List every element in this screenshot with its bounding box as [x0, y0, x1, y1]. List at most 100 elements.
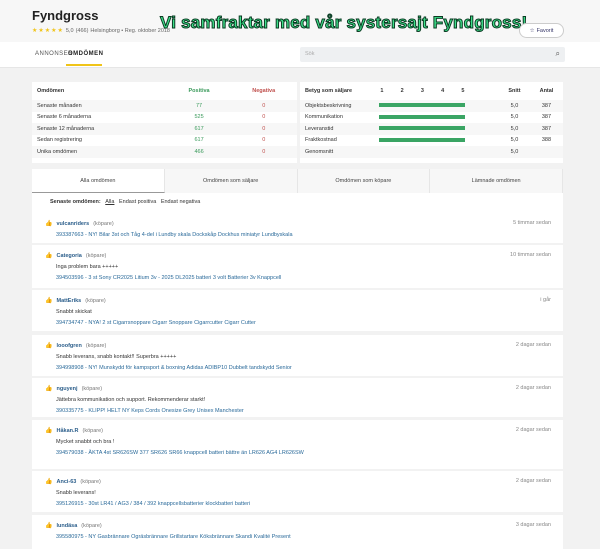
tab-buyer-reviews[interactable]: Omdömen som köpare: [298, 169, 431, 193]
review-text: Snabbt skickat: [56, 309, 92, 315]
search-placeholder: Sök: [305, 51, 315, 57]
summary-row: Senaste 12 månaderna 617 0: [32, 123, 297, 135]
thumbs-up-icon: 👍: [45, 479, 53, 485]
review-user[interactable]: looofgren: [56, 342, 82, 349]
thumbs-up-icon: 👍: [45, 253, 53, 259]
tab-omdomen[interactable]: OMDÖMEN: [68, 51, 104, 57]
review-item-link[interactable]: 394734747 - NYA! 2 st Cigarrsnoppare Cig…: [56, 320, 256, 326]
thumbs-up-icon: 👍: [45, 221, 53, 227]
shop-title: Fyndgross: [32, 8, 99, 23]
review-time: i går: [540, 297, 551, 303]
col-header: Omdömen: [37, 88, 65, 94]
review-item-link[interactable]: 393387663 - NY! Bilar 3st och Tåg 4-del …: [56, 232, 293, 238]
scale-tick: 4: [441, 88, 445, 94]
review-item: 👍 vulcanriders (köpare) 5 timmar sedan 39338…: [32, 213, 563, 243]
nav-bar: ANNONSER OMDÖMEN Sök ⌕: [0, 42, 600, 68]
summary-pos: 77: [167, 100, 231, 112]
review-item-link[interactable]: 390335775 - KLIPP! HELT NY Keps Cords On…: [56, 408, 244, 414]
scale-tick: 1: [380, 88, 384, 94]
seller-overall-row: Genomsnitt 5,0: [300, 146, 563, 158]
thumbs-up-icon: 👍: [45, 298, 53, 304]
review-role: (köpare): [85, 297, 106, 304]
filter-all[interactable]: Alla: [105, 199, 115, 205]
review-user[interactable]: vulcanriders: [56, 220, 90, 227]
summary-label: Unika omdömen: [32, 146, 168, 158]
rating-bar-cell: [379, 112, 499, 124]
criterion-label: Fraktkostnad: [305, 137, 337, 144]
rating-stars-icon: ★★★★★: [32, 28, 64, 34]
filter-label: Senaste omdömen:: [50, 199, 101, 205]
summary-label: Senaste 6 månaderna: [37, 114, 92, 121]
seller-row: Leveranstid 5,0 387: [300, 123, 563, 135]
review-header: 👍 Håkan.R (köpare): [45, 427, 103, 435]
review-user[interactable]: Anci-63: [56, 478, 77, 485]
review-time: 2 dagar sedan: [515, 427, 551, 433]
filter-negative[interactable]: Endast negativa: [160, 199, 201, 205]
review-item: 👍 lundäsa (köpare) 3 dagar sedan 395580975 -…: [32, 515, 563, 549]
rating-bar: [379, 114, 466, 119]
shop-header: Fyndgross ★★★★★ 5,0 (466) Helsingborg • …: [0, 0, 600, 42]
summary-row: Unika omdömen 466 0: [32, 146, 297, 158]
rating-count: 387: [529, 100, 563, 112]
tab-all-reviews[interactable]: Alla omdömen: [32, 169, 165, 193]
review-role: (köpare): [82, 427, 103, 434]
rating-count: 388: [541, 137, 552, 144]
review-text: Jättebra kommunikation och support. Reko…: [56, 397, 206, 403]
review-text: Snabb leverans, snabb kontakt!! Superbra…: [56, 354, 177, 360]
review-time: 3 dagar sedan: [515, 522, 551, 528]
rating-avg: 5,0: [499, 123, 530, 135]
review-user[interactable]: MattEriks: [56, 297, 82, 304]
seller-row: Kommunikation 5,0 387: [300, 112, 563, 124]
search-input[interactable]: Sök ⌕: [300, 47, 565, 62]
review-role: (köpare): [81, 522, 102, 529]
summary-label: Senaste 12 månaderna: [32, 123, 168, 135]
review-item-link[interactable]: 395580975 - NY Gasbrännare Ogräsbrännare…: [56, 534, 291, 540]
thumbs-up-icon: 👍: [45, 386, 53, 392]
filter-positive[interactable]: Endast positiva: [118, 199, 157, 205]
summary-pos: 525: [194, 114, 204, 121]
review-time: 2 dagar sedan: [515, 342, 551, 348]
review-user[interactable]: Håkan.R: [56, 427, 79, 434]
review-text: Mycket snabbt och bra !: [56, 439, 115, 445]
summary-table: Omdömen Positiva Negativa Senaste månaden 7…: [32, 82, 297, 163]
summary-neg: 0: [230, 100, 297, 112]
tab-annonser[interactable]: ANNONSER: [35, 51, 74, 57]
review-user[interactable]: nguyenj: [56, 385, 78, 392]
review-header: 👍 looofgren (köpare): [45, 342, 107, 350]
review-tabs: Alla omdömen Omdömen som säljare Omdömen…: [32, 169, 563, 193]
review-item-link[interactable]: 394579038 - ÄKTA 4st SR626SW 377 SR626 S…: [56, 450, 304, 456]
summary-row: Senaste månaden 77 0: [32, 100, 297, 112]
empty-cell: [529, 146, 563, 158]
review-item-link[interactable]: 394998908 - NY! Munskydd för kampsport &…: [56, 365, 292, 371]
review-role: (köpare): [81, 385, 103, 392]
summary-neg: 0: [262, 114, 266, 121]
review-user[interactable]: lundäsa: [56, 522, 78, 529]
summary-label: Sedan registrering: [37, 137, 82, 144]
review-header: 👍 nguyenj (köpare): [45, 385, 103, 393]
tab-seller-reviews[interactable]: Omdömen som säljare: [165, 169, 298, 193]
favorite-button[interactable]: ☆ Favorit: [519, 23, 564, 38]
review-user[interactable]: Categoria: [56, 252, 82, 259]
review-item-link[interactable]: 395126915 - 30st LR41 / AG3 / 384 / 392 …: [56, 501, 251, 507]
scale-tick: 5: [461, 88, 465, 94]
summary-row: Senaste 6 månaderna 525 0: [32, 112, 297, 124]
active-tab-underline: [66, 64, 102, 66]
location-reg: Helsingborg • Reg. oktober 2018: [90, 27, 170, 34]
review-header: 👍 Anci-63 (köpare): [45, 478, 101, 486]
review-filter: Senaste omdömen: Alla Endast positiva En…: [32, 193, 563, 213]
review-role: (köpare): [93, 220, 114, 227]
tab-given-reviews[interactable]: Lämnade omdömen: [430, 169, 563, 193]
review-item: 👍 looofgren (köpare) 2 dagar sedan Snabb lev…: [32, 335, 563, 376]
review-role: (köpare): [85, 342, 107, 349]
rating-count: 387: [541, 114, 552, 121]
search-icon[interactable]: ⌕: [555, 49, 560, 58]
col-header: Snitt: [508, 88, 521, 94]
summary-pos: 617: [167, 123, 231, 135]
rating-bar-cell: [379, 135, 499, 147]
review-item-link[interactable]: 394503596 - 3 st Sony CR2025 Litium 3v -…: [56, 275, 282, 281]
shop-meta: ★★★★★ 5,0 (466) Helsingborg • Reg. oktob…: [32, 27, 170, 35]
favorite-label: Favorit: [536, 27, 554, 34]
criterion-label: Objektsbeskrivning: [300, 100, 380, 112]
thumbs-up-icon: 👍: [45, 428, 53, 434]
empty-cell: [379, 146, 500, 158]
